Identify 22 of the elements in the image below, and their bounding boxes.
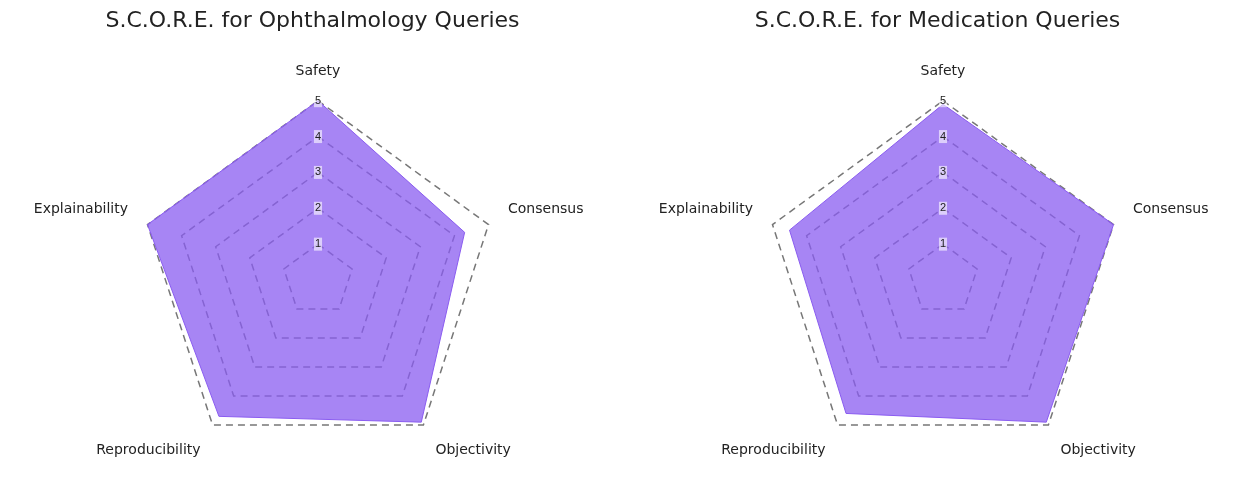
y-tick-label: 5 — [314, 93, 322, 106]
y-tick-label: 4 — [314, 129, 322, 142]
spoke-label: Safety — [295, 62, 341, 79]
y-tick-label: 1 — [939, 237, 947, 250]
spoke-label: Explainability — [33, 200, 128, 217]
y-tick-label: 1 — [314, 237, 322, 250]
spoke-label: Consensus — [508, 200, 584, 217]
chart-title: S.C.O.R.E. for Medication Queries — [754, 6, 1121, 32]
chart-title: S.C.O.R.E. for Ophthalmology Queries — [105, 6, 520, 32]
y-tick-label: 2 — [314, 201, 322, 214]
spoke-label: Explainability — [658, 200, 753, 217]
spoke-label: Objectivity — [1060, 440, 1136, 457]
y-tick-label: 4 — [939, 129, 947, 142]
y-tick-label: 3 — [314, 165, 322, 178]
spoke-label: Consensus — [1133, 200, 1209, 217]
y-tick-label: 2 — [939, 201, 947, 214]
y-tick-label: 3 — [939, 165, 947, 178]
spoke-label: Objectivity — [435, 440, 511, 457]
y-tick-label: 5 — [939, 93, 947, 106]
spoke-label: Safety — [920, 62, 966, 79]
spoke-label: Reproducibility — [721, 440, 826, 457]
spoke-label: Reproducibility — [96, 440, 201, 457]
